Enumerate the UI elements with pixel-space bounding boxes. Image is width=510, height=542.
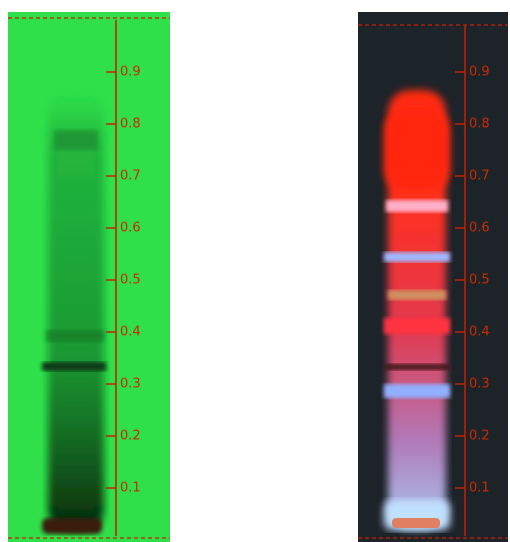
tick-label: 0.7 (469, 169, 490, 184)
tick-label: 0.1 (120, 481, 141, 496)
band (42, 362, 106, 371)
tick-label: 0.3 (469, 377, 490, 392)
tick-label: 0.5 (469, 273, 490, 288)
tick-label: 0.1 (469, 481, 490, 496)
origin-spot (42, 518, 102, 534)
band (388, 290, 446, 300)
tick-label: 0.4 (469, 325, 490, 340)
band (46, 330, 104, 342)
tick-label: 0.6 (469, 221, 490, 236)
band (384, 318, 450, 334)
tick-label: 0.8 (469, 117, 490, 132)
band (384, 364, 450, 370)
band (386, 200, 448, 212)
tick-label: 0.4 (120, 325, 141, 340)
tick-label: 0.2 (469, 429, 490, 444)
band (384, 110, 450, 190)
lane-left (48, 90, 104, 530)
tick-label: 0.5 (120, 273, 141, 288)
tick-label: 0.9 (120, 65, 141, 80)
tick-label: 0.8 (120, 117, 141, 132)
band (384, 252, 450, 262)
tick-label: 0.3 (120, 377, 141, 392)
tick-label: 0.9 (469, 65, 490, 80)
tick-label: 0.6 (120, 221, 141, 236)
tick-label: 0.2 (120, 429, 141, 444)
tick-label: 0.7 (120, 169, 141, 184)
band (384, 384, 450, 398)
band (54, 130, 98, 150)
origin-spot (392, 518, 440, 528)
